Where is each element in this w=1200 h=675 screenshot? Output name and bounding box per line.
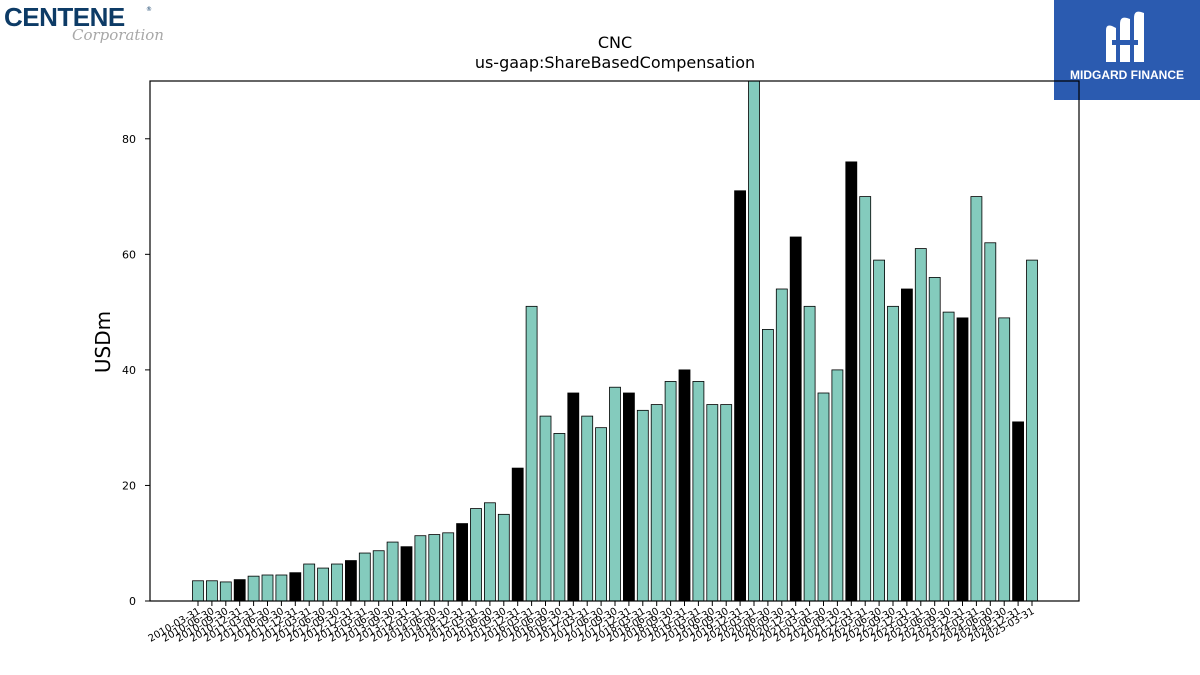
bar [233,579,246,602]
y-tick-label: 0 [129,595,136,608]
bar [845,161,858,602]
midgard-monogram-icon [1106,11,1144,63]
bar [525,305,538,602]
bar [247,575,260,602]
bar [720,404,733,602]
bar [581,415,594,602]
bar [734,190,746,602]
bar [942,311,955,602]
bar [400,546,413,602]
bar [859,196,872,602]
bar [775,288,788,602]
registered-mark: ® [146,6,152,13]
bar [901,288,913,602]
centene-logo-subtitle: Corporation [72,26,164,44]
bar [372,550,385,602]
bar [483,502,496,602]
bar [205,580,218,602]
bar [831,369,844,602]
bar [567,392,580,602]
bar [511,467,524,602]
bar [442,532,455,602]
y-tick-label: 40 [122,364,136,377]
bar [650,404,663,602]
bar [998,317,1011,602]
bar [456,523,469,602]
bar [470,508,482,602]
bar [289,572,302,602]
bar [887,305,899,602]
bar [664,381,677,602]
bar [317,567,330,602]
plot-frame [149,80,1080,602]
bar [748,80,760,602]
centene-logo: CENTENE ® Corporation [4,2,174,47]
bar [803,305,816,602]
x-axis: 2010-03-312010-06-302010-09-302010-12-31… [147,601,1037,645]
bar [595,427,607,602]
bar [914,248,927,602]
midgard-finance-wordmark: MIDGARD FINANCE [1070,68,1184,82]
bar [928,277,941,602]
bar [539,415,552,602]
y-axis: 0 20 40 60 80 [122,133,150,608]
bar [358,552,371,602]
y-axis-label: USDm [91,311,115,373]
centene-logo-wordmark: CENTENE [4,2,125,32]
bar [789,236,802,602]
bar [219,581,232,602]
bar [192,580,204,602]
bar [428,534,441,602]
bar [331,563,343,602]
bar [386,541,399,602]
bar [303,563,316,602]
bar [970,196,983,602]
bar [873,259,885,602]
bar [984,242,997,602]
bar [706,404,719,602]
bar [497,513,510,602]
bar [414,535,427,602]
chart-title: CNC [598,33,632,52]
bar [636,409,649,602]
y-tick-label: 60 [122,248,136,261]
chart-subtitle: us-gaap:ShareBasedCompensation [475,53,755,72]
midgard-finance-logo: MIDGARD FINANCE [1054,0,1200,100]
bar [261,574,274,602]
bar [1026,259,1038,602]
bar [762,329,774,602]
y-tick-label: 80 [122,133,136,146]
bar [275,574,288,602]
bar [623,392,635,602]
bar [609,386,621,602]
bar [553,433,566,602]
bar [692,381,705,602]
bar [817,392,830,602]
bar [956,317,969,602]
bar-series [192,80,1038,602]
bar [678,369,691,602]
bar [344,560,357,602]
y-tick-label: 20 [122,479,136,492]
bar [1012,421,1024,602]
